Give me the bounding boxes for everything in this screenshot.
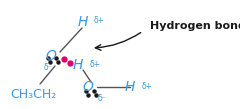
Text: δ+: δ+	[142, 82, 153, 91]
Text: δ⁻: δ⁻	[98, 94, 107, 103]
Text: CH₃CH₂: CH₃CH₂	[10, 88, 56, 101]
Text: δ+: δ+	[90, 60, 101, 69]
Text: δ⁻: δ⁻	[44, 63, 53, 72]
Text: H: H	[78, 15, 88, 29]
Text: δ+: δ+	[94, 16, 105, 25]
Text: H: H	[73, 58, 83, 72]
Text: O: O	[83, 80, 93, 94]
Text: O: O	[46, 49, 56, 63]
Text: H: H	[125, 80, 135, 94]
Text: Hydrogen bond: Hydrogen bond	[150, 21, 240, 31]
